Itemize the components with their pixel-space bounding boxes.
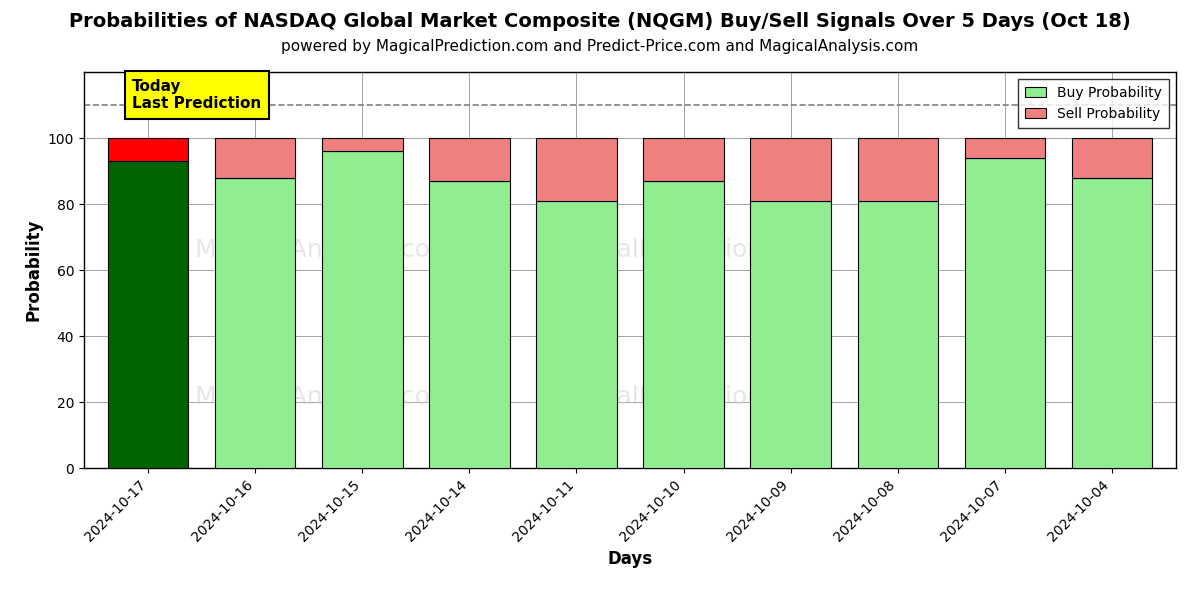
Text: MagicalPrediction.com: MagicalPrediction.com — [544, 385, 826, 409]
Bar — [323, 138, 402, 151]
Bar — [430, 181, 510, 468]
X-axis label: Days: Days — [607, 550, 653, 568]
Bar — [643, 181, 724, 468]
Bar — [965, 158, 1045, 468]
Text: Probabilities of NASDAQ Global Market Composite (NQGM) Buy/Sell Signals Over 5 D: Probabilities of NASDAQ Global Market Co… — [70, 12, 1130, 31]
Bar — [536, 200, 617, 468]
Bar — [215, 138, 295, 178]
Bar — [1072, 178, 1152, 468]
Bar — [858, 138, 937, 200]
Bar — [750, 200, 830, 468]
Bar — [1072, 138, 1152, 178]
Bar — [430, 138, 510, 181]
Bar — [108, 138, 188, 161]
Bar — [215, 178, 295, 468]
Text: Today
Last Prediction: Today Last Prediction — [132, 79, 262, 112]
Text: MagicalPrediction.com: MagicalPrediction.com — [544, 238, 826, 262]
Bar — [965, 138, 1045, 158]
Y-axis label: Probability: Probability — [24, 219, 42, 321]
Text: MagicalAnalysis.com: MagicalAnalysis.com — [194, 385, 455, 409]
Bar — [643, 138, 724, 181]
Bar — [750, 138, 830, 200]
Bar — [108, 161, 188, 468]
Bar — [323, 151, 402, 468]
Bar — [858, 200, 937, 468]
Text: MagicalAnalysis.com: MagicalAnalysis.com — [194, 238, 455, 262]
Bar — [536, 138, 617, 200]
Legend: Buy Probability, Sell Probability: Buy Probability, Sell Probability — [1019, 79, 1169, 128]
Text: powered by MagicalPrediction.com and Predict-Price.com and MagicalAnalysis.com: powered by MagicalPrediction.com and Pre… — [281, 39, 919, 54]
